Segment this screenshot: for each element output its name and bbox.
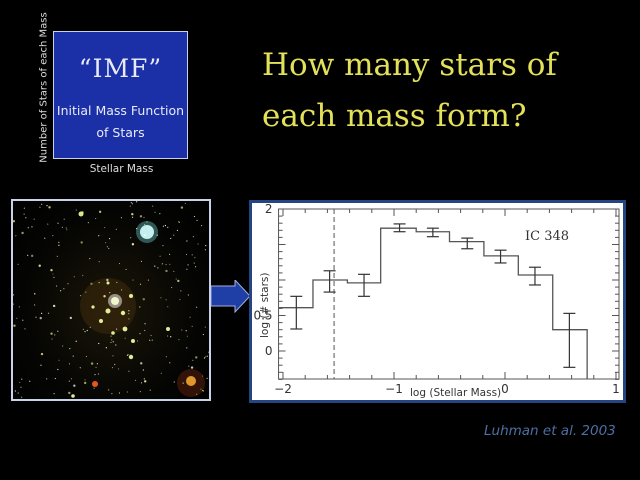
chart-x-axis-label: log (Stellar Mass): [410, 387, 501, 399]
imf-x-axis-label: Stellar Mass: [89, 163, 154, 175]
star-field-icon: [13, 201, 209, 398]
x-tick-label: 1: [612, 382, 620, 396]
imf-subtitle-line1: Initial Mass Function: [56, 103, 185, 118]
headline-line2: each mass form?: [262, 98, 527, 134]
imf-subtitle-line2: of Stars: [96, 125, 145, 140]
imf-title: “IMF”: [78, 54, 163, 83]
x-tick-label: 0: [501, 382, 509, 396]
chart-y-axis-label: log (# stars): [259, 273, 271, 338]
imf-histogram-chart: IC 348 log (Stellar Mass) log (# stars) …: [249, 200, 626, 403]
x-tick-label: −1: [385, 382, 403, 396]
chart-plot: IC 348 log (Stellar Mass) log (# stars) …: [253, 202, 620, 399]
right-arrow-icon: [211, 280, 251, 314]
y-tick-label: 0: [265, 344, 273, 358]
y-tick-label: 2: [265, 203, 273, 216]
headline-line1: How many stars of: [262, 47, 557, 83]
imf-schematic-box: “IMF” Initial Mass Function of Stars: [53, 31, 188, 159]
star-cluster-image: [11, 199, 211, 401]
histogram-step-line: [278, 227, 588, 379]
x-tick-label: −2: [274, 382, 292, 396]
citation: Luhman et al. 2003: [484, 423, 616, 439]
chart-annotation: IC 348: [525, 229, 569, 244]
y-tick-label: 0.5: [253, 309, 272, 323]
slide-headline: How many stars of each mass form?: [262, 40, 557, 142]
imf-y-axis-label: Number of Stars of each Mass: [38, 12, 50, 163]
